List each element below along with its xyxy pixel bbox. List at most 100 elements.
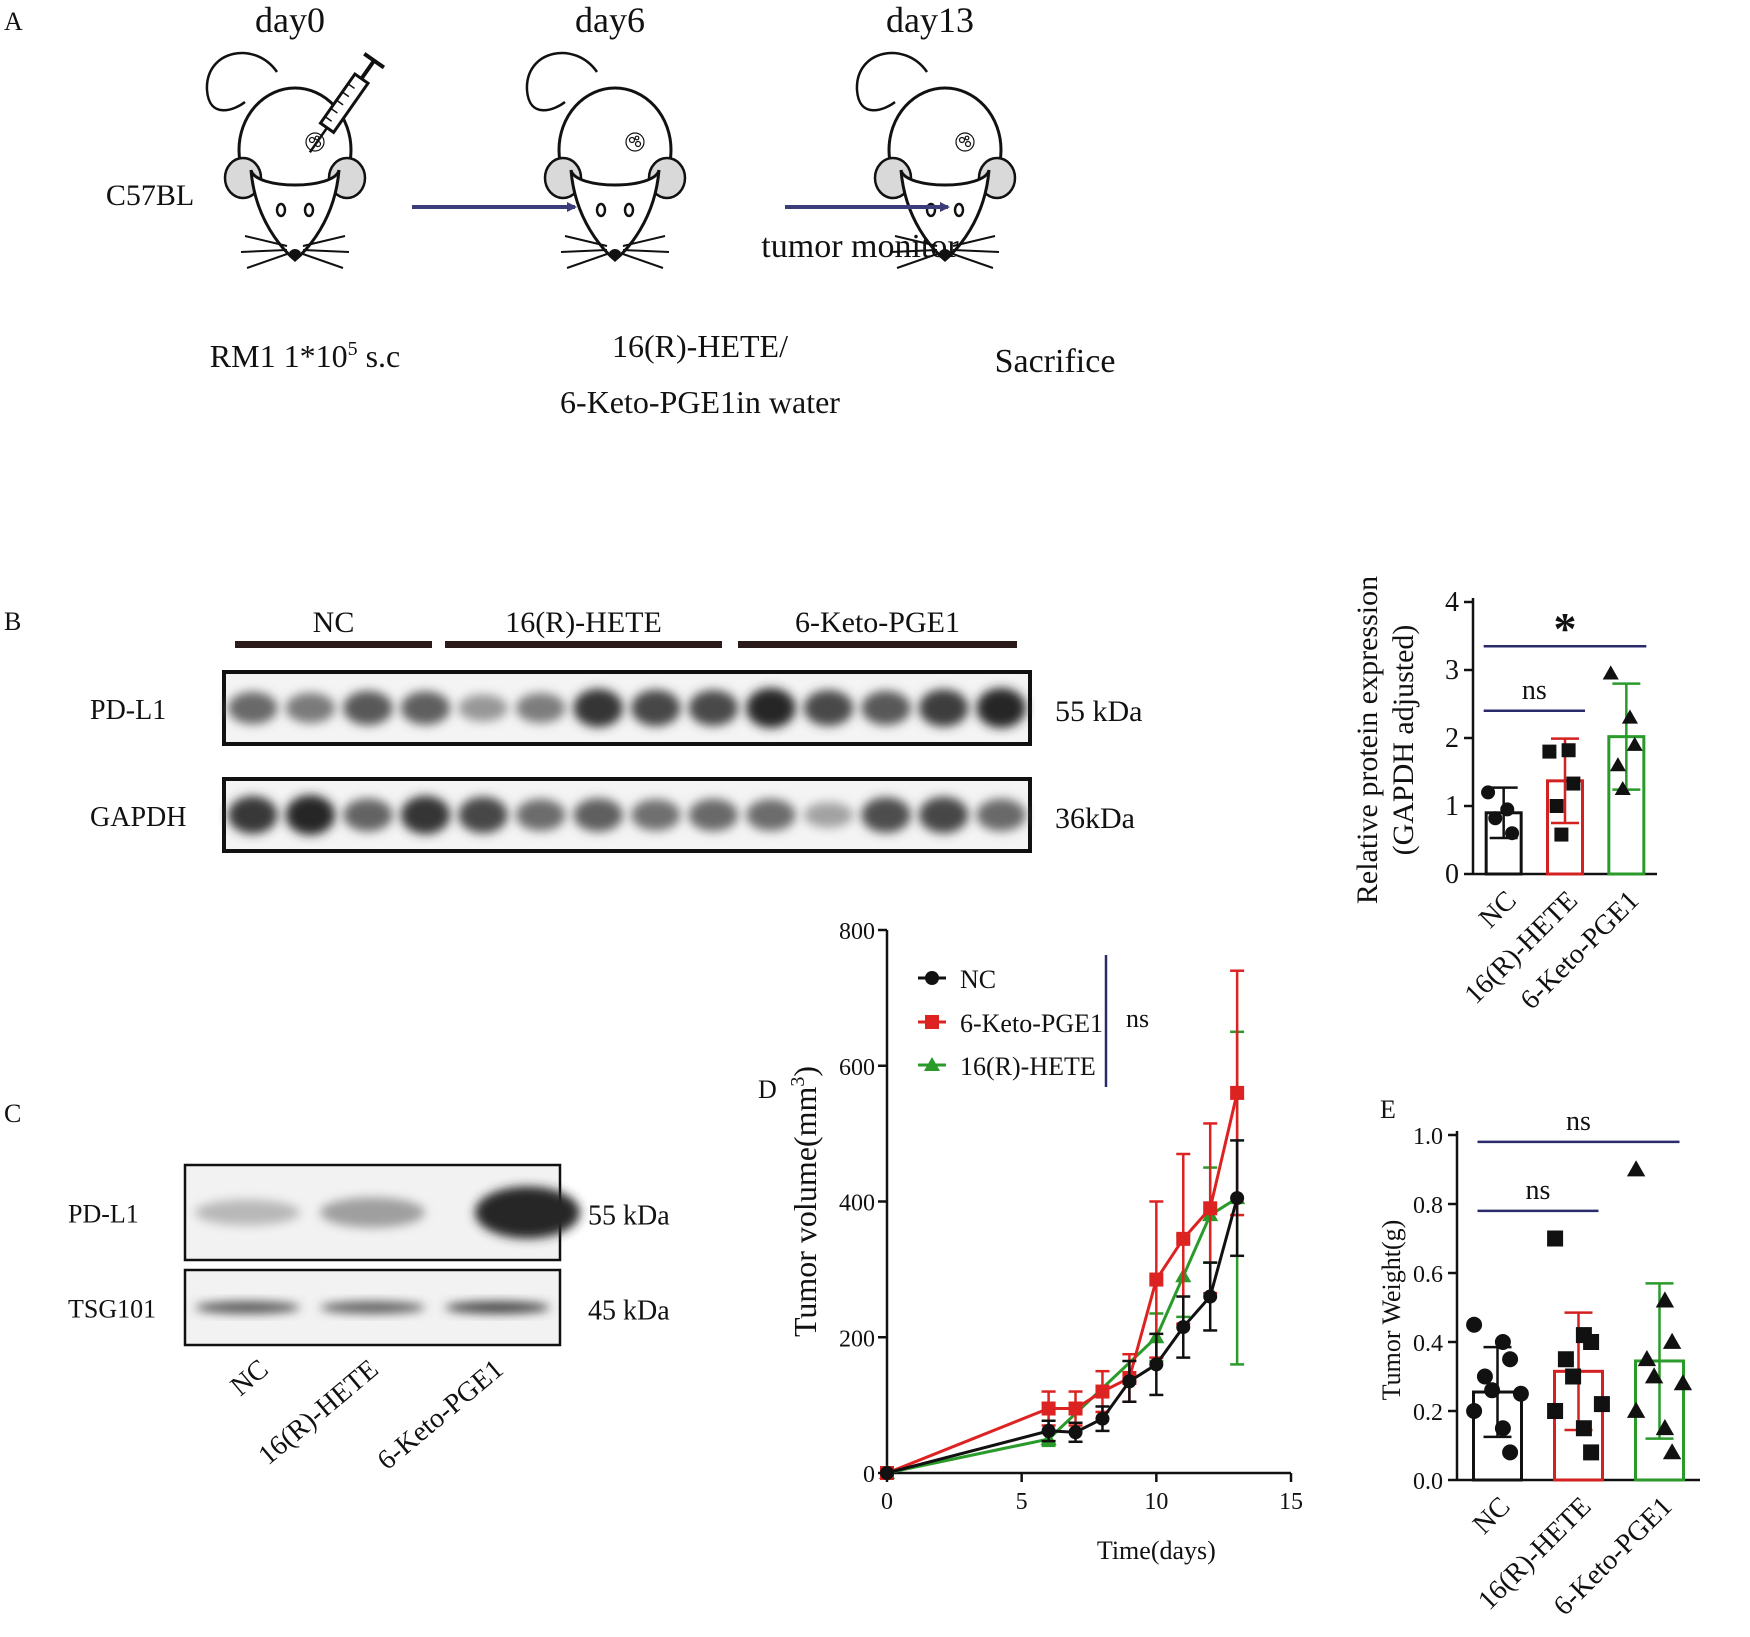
panel-e-bar-chart: E0.00.20.40.60.81.0NC16(R)-HETE6-Keto-PG… <box>1377 1095 1700 1622</box>
blot-band <box>343 690 393 726</box>
data-point <box>1554 827 1569 842</box>
blot-band <box>918 796 969 834</box>
group-label: 16(R)-HETE <box>505 606 662 639</box>
y-tick-label: 200 <box>839 1326 875 1352</box>
x-tick-label: 0 <box>881 1489 893 1515</box>
data-point <box>1476 1368 1493 1385</box>
significance-label: ns <box>1526 1175 1551 1206</box>
y-axis-label: Tumor Weight(g) <box>1377 1220 1406 1401</box>
group-label: 6-Keto-PGE1 <box>795 606 960 639</box>
mouse-icon <box>205 51 367 270</box>
blot-band <box>631 689 681 727</box>
panel-c-blot: C PD-L1 55 kDa TSG101 45 kDa NC16(R)-HETE6-Ke… <box>4 1099 670 1476</box>
data-point <box>1614 780 1631 796</box>
legend-label: NC <box>960 965 996 994</box>
data-point <box>1494 1334 1511 1350</box>
significance-label: ns <box>1522 675 1547 706</box>
y-tick-label: 400 <box>839 1191 875 1217</box>
significance-label: ns <box>1566 1106 1591 1137</box>
blot-band <box>285 692 336 724</box>
legend-marker <box>923 1056 941 1072</box>
significance-label: * <box>1554 603 1577 654</box>
blot-band <box>515 693 566 723</box>
data-point <box>1673 1374 1693 1391</box>
blot-band <box>688 690 739 726</box>
syringe-tick <box>347 83 356 90</box>
blot-band <box>343 798 393 832</box>
blot-band <box>631 799 681 831</box>
data-point <box>1149 1272 1164 1287</box>
blot-band <box>573 688 623 728</box>
y-axis-label-part: Tumor volume(mm <box>787 1087 823 1338</box>
data-point <box>1122 1374 1137 1389</box>
blot-band <box>515 799 566 831</box>
kda-label: 36kDa <box>1055 802 1135 835</box>
data-point <box>1466 1403 1483 1419</box>
data-point <box>1095 1411 1110 1426</box>
blot-band <box>688 798 739 832</box>
data-point <box>1602 665 1619 680</box>
day-label: day6 <box>575 0 645 40</box>
y-tick-label: 0 <box>1445 859 1459 890</box>
data-point <box>1662 1443 1682 1460</box>
blot-band <box>228 796 278 834</box>
blot-band <box>803 802 854 828</box>
data-point <box>1230 1191 1245 1206</box>
y-tick-label: 0 <box>863 1462 875 1488</box>
blot-band <box>861 690 911 726</box>
data-point <box>1494 1420 1511 1437</box>
data-point <box>1557 1351 1574 1368</box>
data-point <box>1484 1382 1501 1399</box>
data-point <box>880 1466 894 1480</box>
data-point <box>1575 1420 1592 1437</box>
blot-band <box>475 1186 580 1239</box>
syringe-needle <box>308 127 329 154</box>
data-point <box>1637 1350 1657 1367</box>
data-point <box>1203 1289 1218 1304</box>
series-line <box>886 1092 1239 1475</box>
arrow-label: tumor monitor <box>761 228 959 265</box>
data-point <box>1512 1385 1529 1402</box>
group-bar <box>445 641 722 648</box>
data-point <box>1644 1367 1664 1384</box>
data-point <box>1621 709 1638 724</box>
y-tick-label: 0.0 <box>1413 1469 1443 1495</box>
syringe-handle <box>363 52 386 70</box>
data-point <box>1549 799 1564 813</box>
data-point <box>1502 1444 1519 1461</box>
data-point <box>1626 1401 1646 1418</box>
data-point <box>1068 1425 1083 1440</box>
blot-band <box>458 796 508 834</box>
strain-label: C57BL <box>106 179 194 212</box>
x-tick-label: 15 <box>1279 1489 1303 1515</box>
data-point <box>1561 743 1576 758</box>
data-point <box>1481 785 1496 800</box>
y-tick-label: 3 <box>1445 655 1459 686</box>
blot-band <box>746 799 796 831</box>
y-tick-label: 0.8 <box>1413 1193 1443 1219</box>
step1-superscript: 5 <box>348 338 358 360</box>
y-axis-label-part: ) <box>787 1066 823 1077</box>
blot-row-label: PD-L1 <box>90 695 166 726</box>
blot-band <box>228 691 278 725</box>
data-point <box>1547 1230 1564 1247</box>
day-label: day0 <box>255 0 325 40</box>
step2-line1: 16(R)-HETE/ <box>612 328 788 364</box>
data-point <box>1566 776 1581 791</box>
category-label: NC <box>1473 885 1522 934</box>
kda-label: 55 kDa <box>1055 695 1142 728</box>
data-point <box>1500 802 1515 817</box>
syringe-icon <box>308 52 386 154</box>
blot-band <box>195 1301 300 1314</box>
data-point <box>1176 1320 1191 1335</box>
panel-d-line-chart: D 0 200 400 600 800 0 5 10 15 Time(days) Tumor volu… <box>758 919 1303 1565</box>
panel-letter-c: C <box>4 1099 21 1128</box>
y-tick-label: 0.6 <box>1413 1262 1443 1288</box>
panel-letter-b: B <box>4 607 21 636</box>
mouse-icon <box>525 51 687 270</box>
lane-label: 16(R)-HETE <box>253 1354 385 1472</box>
legend-label: 16(R)-HETE <box>960 1052 1096 1081</box>
syringe-tick <box>330 107 338 114</box>
